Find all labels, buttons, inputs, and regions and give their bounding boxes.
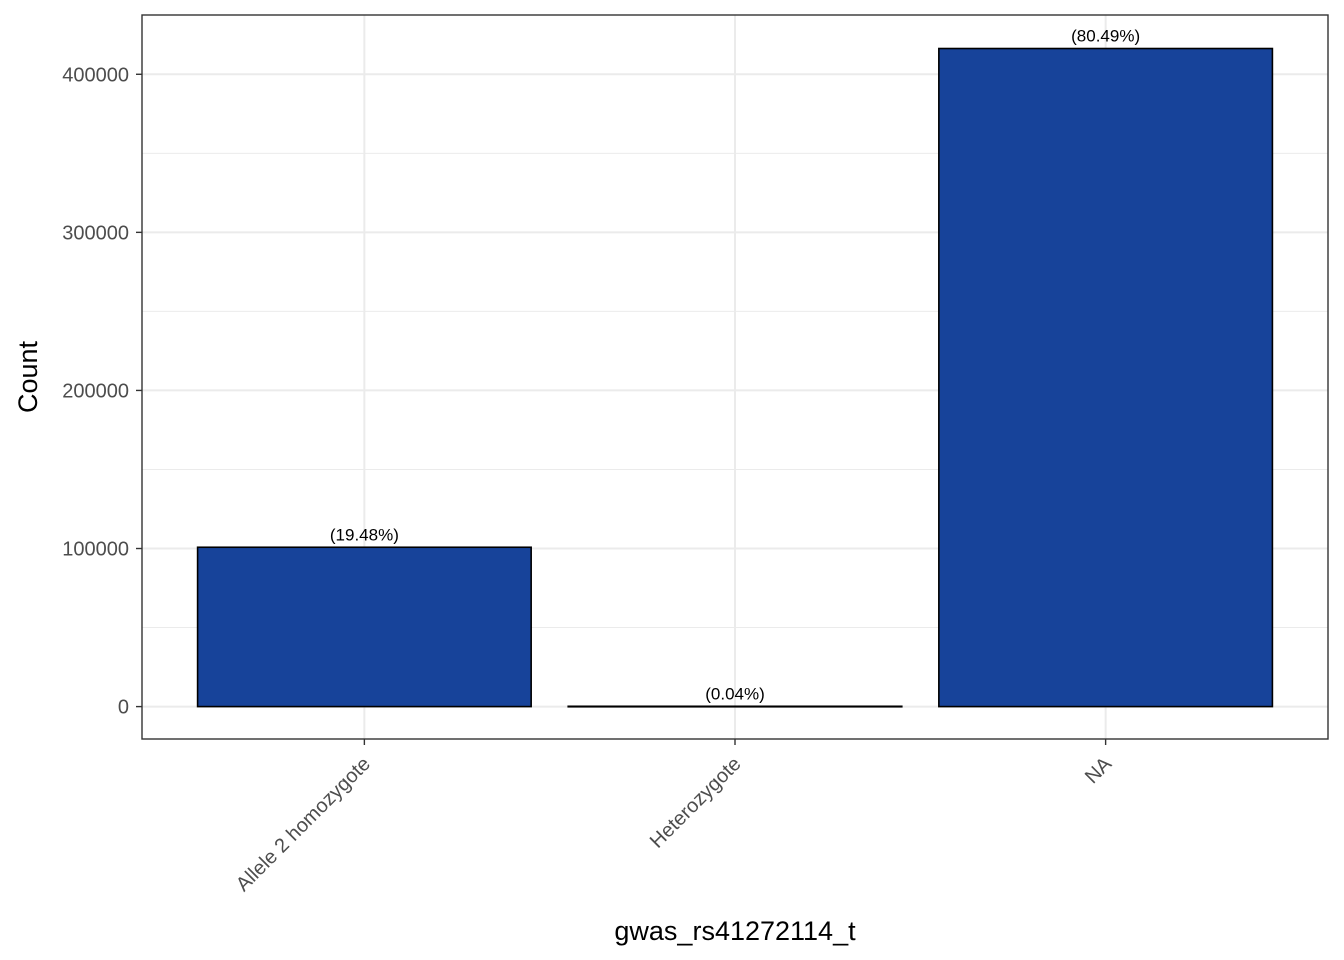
x-tick-label: Heterozygote — [646, 753, 746, 853]
data-label-0: (19.48%) — [330, 525, 399, 544]
y-tick-label: 200000 — [62, 380, 129, 402]
bar-0 — [196, 546, 532, 708]
y-tick-label: 100000 — [62, 539, 129, 561]
bar-1 — [567, 705, 903, 708]
y-axis-title: Count — [13, 340, 43, 413]
data-label-1: (0.04%) — [705, 684, 765, 703]
x-axis-title: gwas_rs41272114_t — [614, 916, 856, 946]
bars — [196, 47, 1274, 708]
y-tick-label: 0 — [118, 697, 129, 719]
data-labels: (19.48%) (0.04%) (80.49%) — [330, 27, 1140, 704]
y-tick-label: 300000 — [62, 222, 129, 244]
x-tick-label: NA — [1081, 753, 1117, 789]
y-tick-label: 400000 — [62, 64, 129, 86]
data-label-2: (80.49%) — [1071, 27, 1140, 46]
y-axis: 0 100000 200000 300000 400000 — [62, 64, 142, 719]
x-axis: Allele 2 homozygote Heterozygote NA — [232, 739, 1117, 896]
bar-2 — [938, 47, 1274, 708]
x-tick-label: Allele 2 homozygote — [232, 753, 375, 896]
